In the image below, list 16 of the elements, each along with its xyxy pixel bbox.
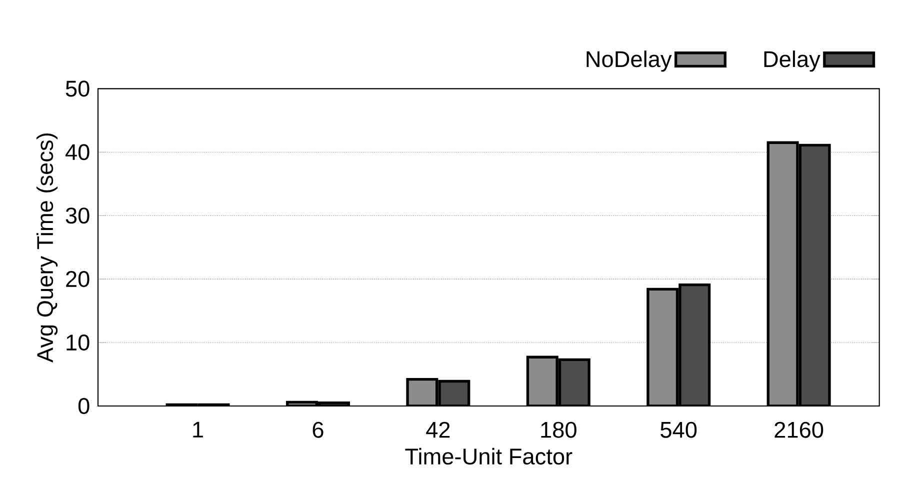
y-tick-label: 10 — [66, 334, 90, 351]
x-tick-label: 2160 — [774, 422, 824, 438]
legend-label: Delay — [764, 50, 820, 72]
y-tick-label: 50 — [66, 80, 90, 97]
x-tick-label: 6 — [312, 422, 324, 438]
x-tick-label: 42 — [426, 422, 450, 438]
y-tick-label: 0 — [78, 398, 90, 414]
x-tick-label: 540 — [660, 422, 697, 438]
y-tick-label: 40 — [65, 144, 90, 160]
y-tick-label: 30 — [66, 208, 90, 224]
y-axis-title: Avg Query Time (secs) — [36, 134, 58, 363]
x-tick-label: 1 — [193, 422, 203, 438]
x-axis-title: Time-Unit Factor — [405, 448, 572, 465]
x-tick-label: 180 — [541, 422, 576, 438]
legend-label: NoDelay — [586, 50, 672, 72]
y-tick-label: 20 — [66, 271, 90, 288]
